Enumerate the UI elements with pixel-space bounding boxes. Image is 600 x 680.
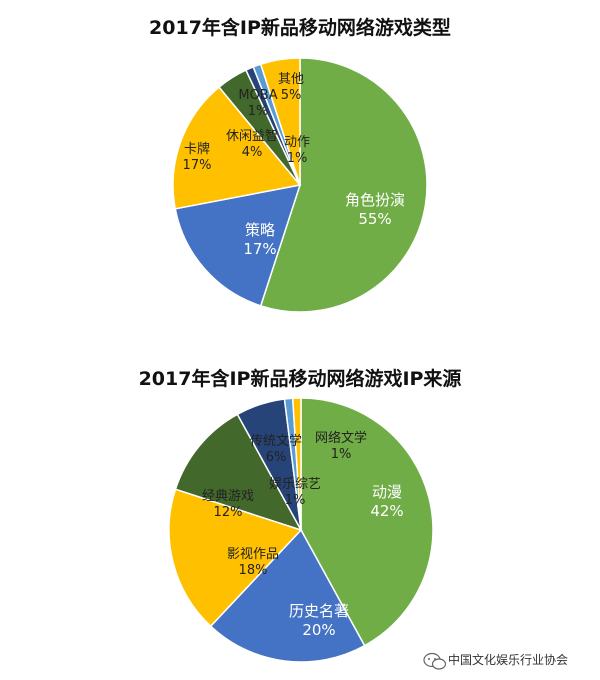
chart2-slice-3 (174, 413, 303, 532)
chart2-pie: 动漫42%历史名著20%影视作品18%经典游戏12%传统文学6%娱乐综艺1%网络… (168, 397, 434, 663)
chart2-label-name-6: 网络文学 (315, 430, 367, 446)
chart1-label-name-2: 卡牌 (184, 141, 210, 157)
chart1-label-value-1: 17% (243, 240, 276, 258)
chart2-label-value-3: 12% (214, 505, 243, 520)
chart2-label-name-0: 动漫 (372, 483, 402, 501)
chart1-slice-0 (259, 57, 428, 313)
wechat-icon (423, 652, 447, 670)
watermark-text: 中国文化娱乐行业协会 (448, 652, 568, 667)
watermark: 中国文化娱乐行业协会 (423, 652, 568, 670)
chart2-label-value-5: 1% (285, 493, 306, 508)
chart2-label-value-2: 18% (239, 563, 268, 578)
chart1-slice-1 (174, 184, 302, 307)
chart2-label-value-4: 6% (266, 450, 287, 465)
chart2-label-name-1: 历史名著 (289, 602, 349, 620)
chart1-label-value-0: 55% (358, 210, 391, 228)
chart1-label-name-1: 策略 (245, 221, 275, 239)
chart1-title: 2017年含IP新品移动网络游戏类型 (149, 16, 451, 39)
chart1-label-value-5: 1% (287, 151, 308, 166)
chart2-label-value-0: 42% (370, 502, 403, 520)
chart2-label-name-2: 影视作品 (227, 547, 279, 562)
chart1-label-value-3: 4% (242, 145, 263, 160)
chart1-label-name-5: 动作 (284, 135, 310, 150)
chart1-label-value-2: 17% (183, 158, 212, 173)
chart2-label-value-6: 1% (331, 447, 352, 462)
chart1-slice-2 (172, 86, 302, 210)
chart2-slice-0 (300, 397, 434, 647)
chart2-label-name-4: 传统文学 (250, 433, 302, 449)
chart2-label-name-5: 娱乐综艺 (269, 477, 321, 492)
chart2-title: 2017年含IP新品移动网络游戏IP来源 (139, 367, 462, 390)
chart1-label-name-4: MOBA (238, 88, 277, 103)
chart2-slice-2 (168, 488, 303, 628)
chart1-slice-6 (259, 57, 301, 186)
chart2-label-value-1: 20% (302, 621, 335, 639)
chart2-slice-1 (209, 528, 366, 663)
chart2-slice-6 (291, 397, 302, 531)
chart1-label-value-4: 1% (248, 104, 269, 119)
chart1-label-name-3: 休闲益智 (226, 129, 278, 144)
chart1-label-value-6: 5% (281, 88, 302, 103)
chart1-label-name-6: 其他 (278, 72, 304, 87)
chart2-label-name-3: 经典游戏 (202, 489, 254, 504)
chart1-label-name-0: 角色扮演 (345, 191, 405, 209)
